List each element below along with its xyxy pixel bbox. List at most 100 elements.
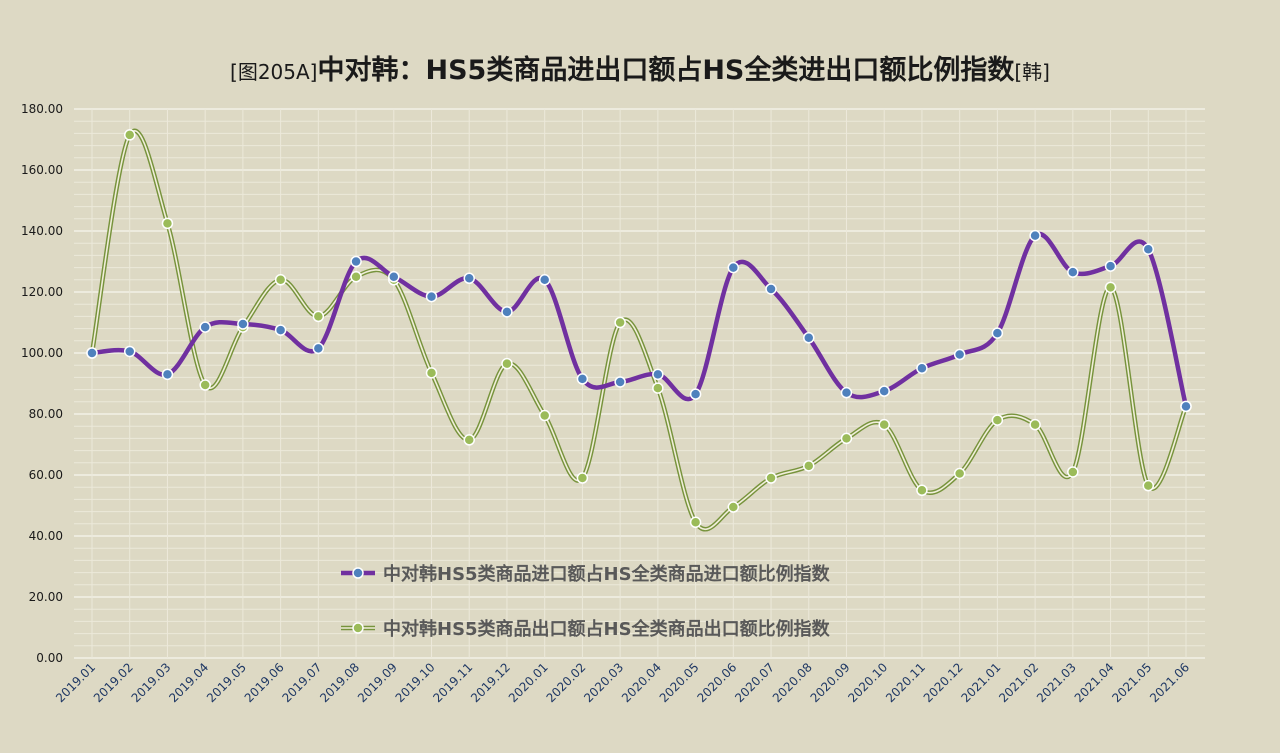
import-series-point xyxy=(991,327,1004,339)
x-tick-label: 2019.04 xyxy=(166,660,211,705)
y-tick-label: 160.00 xyxy=(21,163,63,177)
y-axis-tick-labels: 0.00 20.00 40.00 60.00 80.00 100.00 120.00 140.… xyxy=(21,102,63,665)
export-series-point xyxy=(312,310,325,323)
y-tick-label: 60.00 xyxy=(29,468,63,482)
export-series-point xyxy=(840,432,853,445)
export-series-point xyxy=(501,357,513,370)
export-series-line-inner xyxy=(91,130,1187,530)
import-series-point xyxy=(840,386,853,399)
export-series-line xyxy=(89,128,1189,532)
import-series-point xyxy=(463,272,475,285)
import-series-point xyxy=(727,261,740,274)
export-series-point xyxy=(689,516,702,529)
export-series-point xyxy=(1029,418,1041,431)
export-series-point xyxy=(576,472,589,484)
export-series-point xyxy=(614,316,626,329)
series-group xyxy=(86,128,1192,532)
export-series-point xyxy=(350,271,362,283)
x-tick-label: 2019.07 xyxy=(279,660,324,705)
export-series xyxy=(86,128,1192,532)
import-series xyxy=(86,229,1192,413)
legend-label: 中对韩HS5类商品出口额占HS全类商品出口额比例指数 xyxy=(383,618,831,640)
x-tick-label: 2019.02 xyxy=(91,660,136,705)
import-series-point xyxy=(274,324,287,336)
export-series-point xyxy=(953,467,966,480)
x-axis-tick-labels: 2019.012019.022019.032019.042019.052019.… xyxy=(53,660,1192,705)
chart-title: [图205A]中对韩：HS5类商品进出口额占HS全类进出口额比例指数[韩] xyxy=(0,48,1280,87)
import-series-point xyxy=(1180,400,1192,413)
export-series-point xyxy=(425,367,438,379)
legend-item: 中对韩HS5类商品进口额占HS全类商品进口额比例指数 xyxy=(341,563,831,585)
chart-title-prefix: [图205A] xyxy=(230,60,318,84)
import-series-point xyxy=(123,345,136,358)
x-tick-label: 2019.10 xyxy=(393,660,438,705)
export-series-point xyxy=(1142,479,1155,492)
x-tick-label: 2021.01 xyxy=(959,660,1004,705)
export-series-point xyxy=(727,501,740,513)
import-series-point xyxy=(1104,260,1117,272)
import-series-point xyxy=(878,385,890,397)
x-tick-label: 2020.09 xyxy=(808,660,853,705)
y-tick-label: 140.00 xyxy=(21,224,63,238)
y-tick-label: 120.00 xyxy=(21,285,63,299)
legend-item: 中对韩HS5类商品出口额占HS全类商品出口额比例指数 xyxy=(341,618,831,640)
export-series-point xyxy=(1104,281,1117,294)
x-tick-label: 2019.05 xyxy=(204,660,249,705)
x-tick-label: 2020.10 xyxy=(845,660,890,705)
import-series-point xyxy=(689,388,702,400)
x-tick-label: 2021.05 xyxy=(1109,660,1154,705)
import-series-point xyxy=(1142,243,1155,256)
import-series-point xyxy=(161,368,174,381)
x-tick-label: 2021.06 xyxy=(1147,660,1192,705)
import-series-line xyxy=(91,231,1189,407)
import-series-point xyxy=(501,306,513,318)
x-tick-label: 2019.01 xyxy=(53,660,98,705)
import-series-point xyxy=(1067,266,1079,278)
x-tick-label: 2020.07 xyxy=(732,660,777,705)
x-tick-label: 2019.06 xyxy=(242,660,287,705)
import-series-point xyxy=(538,274,551,286)
import-series-point xyxy=(576,373,589,385)
x-tick-label: 2020.08 xyxy=(770,660,815,705)
y-tick-label: 20.00 xyxy=(29,590,63,604)
x-tick-label: 2020.12 xyxy=(921,660,966,705)
import-series-point xyxy=(916,362,928,374)
export-series-point xyxy=(463,434,475,446)
chart-title-suffix: [韩] xyxy=(1014,60,1050,84)
grid-lines xyxy=(74,108,1205,659)
x-tick-label: 2019.03 xyxy=(129,660,174,705)
export-series-point xyxy=(1067,466,1079,478)
export-series-point xyxy=(991,414,1004,426)
import-series-point xyxy=(388,271,400,283)
legend-label: 中对韩HS5类商品进口额占HS全类商品进口额比例指数 xyxy=(383,563,831,585)
x-tick-label: 2019.11 xyxy=(430,660,475,705)
y-tick-label: 80.00 xyxy=(29,407,63,421)
import-series-point xyxy=(652,368,664,381)
import-series-point xyxy=(350,255,362,268)
import-series-point xyxy=(237,318,249,330)
export-series-point xyxy=(123,129,136,141)
legend: 中对韩HS5类商品进口额占HS全类商品进口额比例指数中对韩HS5类商品出口额占H… xyxy=(341,563,831,640)
export-series-point xyxy=(878,418,890,431)
legend-swatch-marker xyxy=(352,567,364,579)
x-tick-label: 2020.05 xyxy=(657,660,702,705)
x-tick-label: 2019.09 xyxy=(355,660,400,705)
export-series-point xyxy=(652,382,664,394)
import-series-point xyxy=(953,348,966,361)
import-series-point xyxy=(199,321,211,333)
export-series-point xyxy=(274,274,287,286)
y-tick-label: 0.00 xyxy=(36,651,63,665)
y-tick-label: 100.00 xyxy=(21,346,63,360)
x-tick-label: 2021.02 xyxy=(996,660,1041,705)
chart-title-main: 中对韩：HS5类商品进出口额占HS全类进出口额比例指数 xyxy=(317,55,1015,86)
import-series-point xyxy=(1029,229,1041,242)
x-tick-label: 2020.06 xyxy=(694,660,739,705)
x-tick-label: 2020.03 xyxy=(581,660,626,705)
export-series-point xyxy=(765,472,777,484)
import-series-point xyxy=(614,376,626,388)
export-series-point xyxy=(199,379,211,391)
y-tick-label: 180.00 xyxy=(21,102,63,116)
x-tick-label: 2020.04 xyxy=(619,660,664,705)
